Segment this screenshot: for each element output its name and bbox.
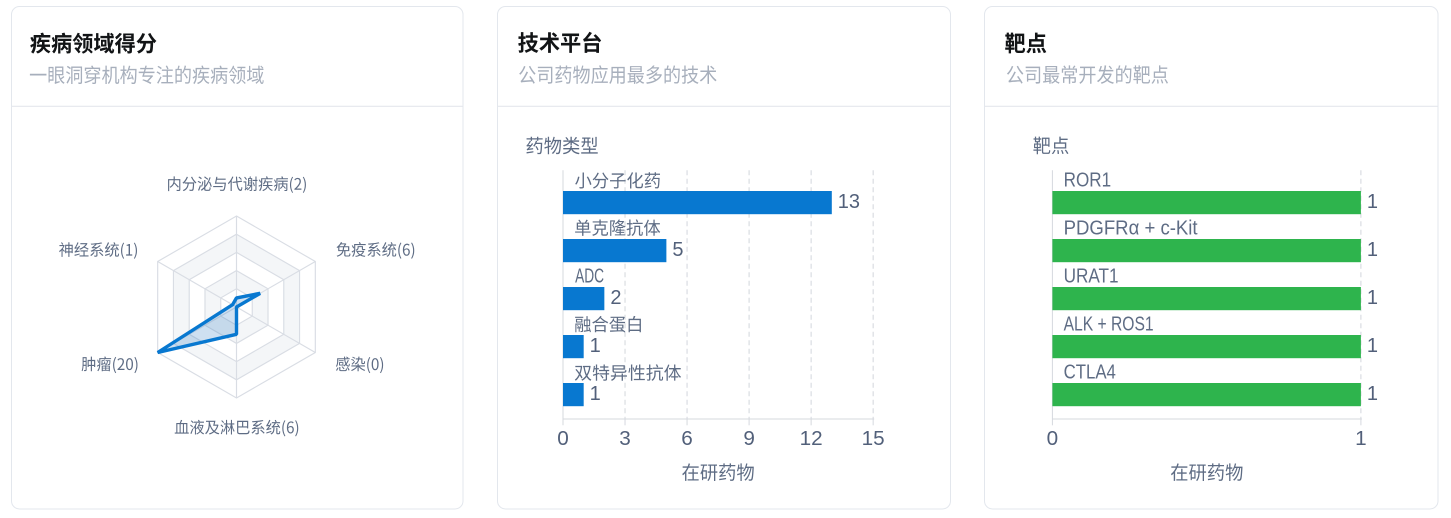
- svg-text:1: 1: [1367, 239, 1378, 261]
- svg-text:15: 15: [862, 427, 885, 450]
- svg-text:12: 12: [800, 427, 823, 450]
- svg-text:URAT1: URAT1: [1064, 265, 1119, 288]
- svg-text:CTLA4: CTLA4: [1064, 361, 1116, 384]
- svg-text:3: 3: [619, 427, 631, 450]
- svg-text:1: 1: [1367, 191, 1378, 213]
- svg-text:ROR1: ROR1: [1064, 169, 1112, 192]
- svg-text:2: 2: [610, 287, 621, 309]
- svg-text:0: 0: [1047, 427, 1059, 450]
- svg-text:5: 5: [672, 239, 683, 261]
- svg-text:1: 1: [1355, 427, 1367, 450]
- svg-text:PDGFRα + c-Kit: PDGFRα + c-Kit: [1064, 217, 1198, 240]
- svg-text:0: 0: [557, 427, 569, 450]
- svg-text:1: 1: [1367, 383, 1378, 405]
- svg-text:1: 1: [590, 383, 601, 405]
- svg-text:1: 1: [1367, 335, 1378, 357]
- svg-text:6: 6: [681, 427, 693, 450]
- svg-text:13: 13: [838, 191, 860, 213]
- svg-text:ADC: ADC: [575, 265, 604, 288]
- svg-text:ALK + ROS1: ALK + ROS1: [1064, 313, 1154, 336]
- svg-text:9: 9: [743, 427, 755, 450]
- svg-text:1: 1: [590, 335, 601, 357]
- svg-text:1: 1: [1367, 287, 1378, 309]
